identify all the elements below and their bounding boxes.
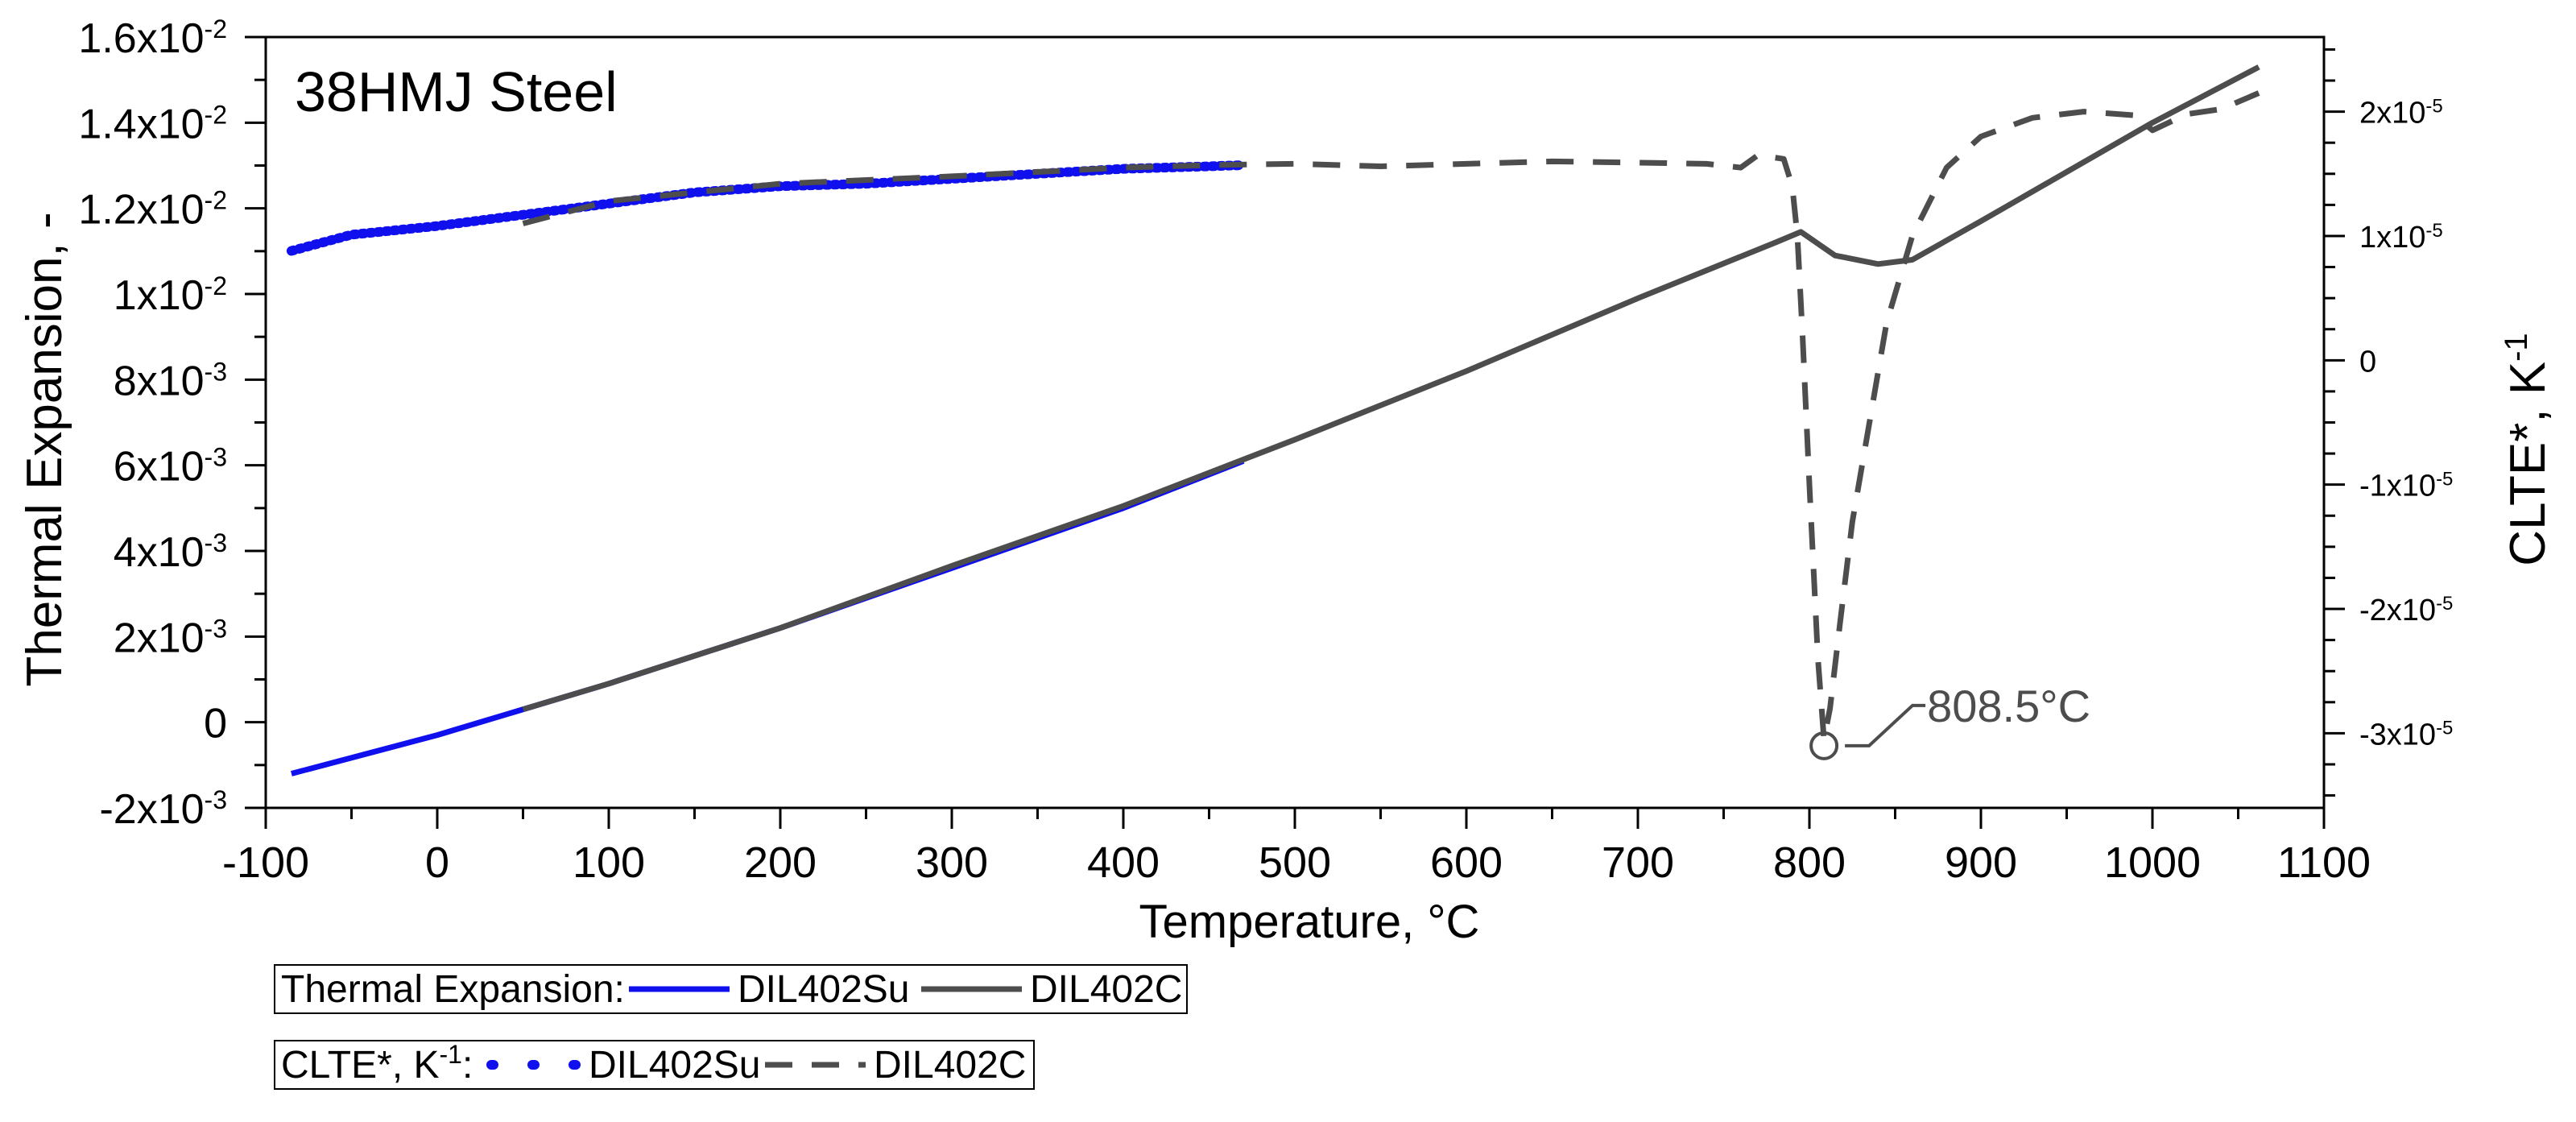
y2-tick-label: 2x10-5 xyxy=(2359,95,2443,130)
legend-box xyxy=(274,964,1188,1014)
y-tick-label-exponent: -3 xyxy=(205,528,227,557)
y2-tick-label-mantissa: 1x10 xyxy=(2359,221,2425,255)
y2-tick-label: -3x10-5 xyxy=(2359,717,2453,752)
y2-tick-label: -1x10-5 xyxy=(2359,468,2453,503)
y2-tick-label-mantissa: -2x10 xyxy=(2359,594,2436,627)
x-tick-label: 700 xyxy=(1602,838,1674,887)
y-tick-label: 1.4x10-2 xyxy=(78,100,227,147)
y2-tick-label-mantissa: -3x10 xyxy=(2359,718,2436,751)
y2-axis-title-sup: -1 xyxy=(2499,333,2534,362)
y-tick-label: -2x10-3 xyxy=(99,785,227,833)
legend-label-sup: -1 xyxy=(440,1040,462,1069)
y-axis-title: Thermal Expansion, - xyxy=(17,212,72,686)
legend-entry-label: DIL402Su xyxy=(738,968,910,1011)
chart-title: 38HMJ Steel xyxy=(295,60,618,123)
y-tick-label-mantissa: 1.2x10 xyxy=(78,187,204,234)
series-clte-dil402c xyxy=(522,90,2260,743)
y-tick-label-mantissa: 4x10 xyxy=(114,529,205,576)
y-tick-label: 4x10-3 xyxy=(114,528,227,576)
x-tick-label: 100 xyxy=(573,838,645,887)
y-tick-label-exponent: -2 xyxy=(205,271,227,300)
x-tick-label: 1100 xyxy=(2277,838,2371,887)
x-tick-label: 0 xyxy=(425,838,449,887)
y-tick-label-mantissa: 6x10 xyxy=(114,444,205,491)
y-tick-label-exponent: -2 xyxy=(205,14,227,43)
y2-axis-title-main: CLTE*, K xyxy=(2500,362,2556,566)
series-clte-dil402su xyxy=(286,160,1249,256)
y-tick-label-exponent: -2 xyxy=(205,100,227,129)
y-tick-label-exponent: -2 xyxy=(205,186,227,215)
x-tick-label: 800 xyxy=(1773,838,1846,887)
legend-entry-label: DIL402C xyxy=(1030,968,1182,1011)
series-thermal-expansion-dil402su xyxy=(291,458,1245,776)
y2-tick-label-exponent: -5 xyxy=(2425,219,2442,241)
x-tick-label: 500 xyxy=(1259,838,1331,887)
plot-frame xyxy=(264,35,2326,809)
y-tick-label: 8x10-3 xyxy=(114,357,227,404)
y2-tick-label: 1x10-5 xyxy=(2359,219,2443,255)
legend-entry-label: DIL402Su xyxy=(589,1044,761,1087)
x-tick-label: 200 xyxy=(744,838,817,887)
legend-label-end: : xyxy=(462,1044,473,1087)
y2-tick-label-exponent: -5 xyxy=(2436,468,2453,490)
x-tick-label: -100 xyxy=(222,838,309,887)
y-tick-label-exponent: -3 xyxy=(205,357,227,386)
legend-label-main: CLTE*, K xyxy=(281,1044,440,1087)
y-tick-label-exponent: -3 xyxy=(205,785,227,814)
series-thermal-expansion-dil402c xyxy=(522,64,2260,713)
y-tick-label-mantissa: 1.6x10 xyxy=(78,15,204,62)
y-tick-label-exponent: -3 xyxy=(205,443,227,472)
y2-tick-label-exponent: -5 xyxy=(2436,593,2453,615)
tick-layer xyxy=(245,35,2345,829)
y-tick-label-mantissa: 0 xyxy=(204,701,227,747)
x-tick-label: 600 xyxy=(1430,838,1503,887)
y-tick-label: 0 xyxy=(204,701,227,747)
y2-tick-label-mantissa: 0 xyxy=(2359,345,2376,379)
y2-axis-title: CLTE*, K-1 xyxy=(2499,333,2556,565)
y2-tick-label-mantissa: -1x10 xyxy=(2359,470,2436,503)
y-tick-label-mantissa: 8x10 xyxy=(114,358,205,404)
y-tick-label-exponent: -3 xyxy=(205,614,227,643)
x-tick-label: 900 xyxy=(1945,838,2017,887)
y-tick-label: 1.6x10-2 xyxy=(78,14,227,62)
y2-tick-label-mantissa: 2x10 xyxy=(2359,97,2425,130)
y-tick-label: 6x10-3 xyxy=(114,443,227,491)
annotation-leader xyxy=(1845,703,1926,747)
y-tick-label: 2x10-3 xyxy=(114,614,227,661)
legend-label: Thermal Expansion: xyxy=(281,968,625,1011)
x-tick-label: 1000 xyxy=(2104,838,2201,887)
x-tick-label: 400 xyxy=(1087,838,1160,887)
y2-tick-label: 0 xyxy=(2359,345,2376,379)
annotation-label: 808.5°C xyxy=(1927,681,2090,731)
y-tick-label: 1.2x10-2 xyxy=(78,186,227,234)
y-tick-label-mantissa: 1x10 xyxy=(114,272,205,319)
y-tick-label-mantissa: 2x10 xyxy=(114,615,205,661)
y2-tick-label-exponent: -5 xyxy=(2436,717,2453,739)
y2-tick-label: -2x10-5 xyxy=(2359,593,2453,628)
y2-tick-label-exponent: -5 xyxy=(2425,95,2442,117)
legend-label: CLTE*, K-1: xyxy=(281,1040,473,1087)
legend-layer: Thermal Expansion: DIL402Su DIL402C CLTE*, … xyxy=(274,964,1188,1090)
series-layer xyxy=(286,64,2260,776)
x-tick-label: 300 xyxy=(916,838,988,887)
y-tick-label-mantissa: 1.4x10 xyxy=(78,101,204,147)
legend-box xyxy=(274,1040,1035,1090)
label-layer: -100 0 100 200 300 400 500 600 700 800 900 1000 1100… xyxy=(78,14,2453,887)
x-axis-title: Temperature, °C xyxy=(1139,896,1480,948)
annotation-marker xyxy=(1809,731,1839,760)
y-tick-label-mantissa: -2x10 xyxy=(99,786,204,833)
y-tick-label: 1x10-2 xyxy=(114,271,227,319)
legend-entry-label: DIL402C xyxy=(874,1044,1026,1087)
